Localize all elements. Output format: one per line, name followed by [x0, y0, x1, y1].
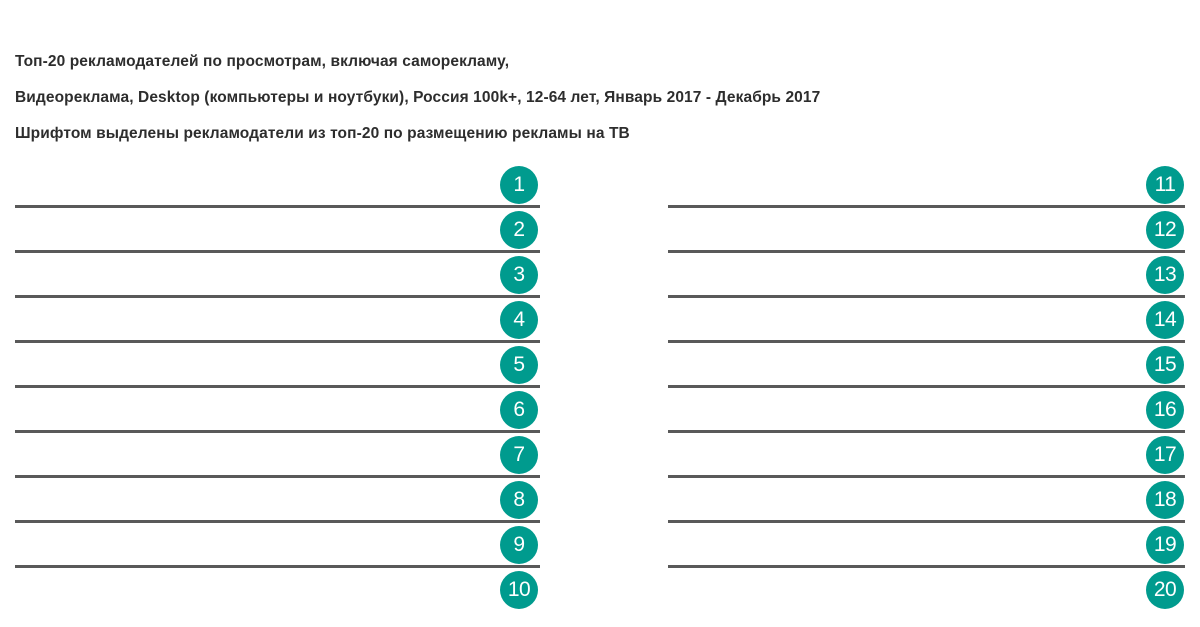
table-row[interactable]: 13 — [653, 250, 1200, 295]
table-row[interactable]: 16 — [653, 385, 1200, 430]
table-row[interactable]: 7 — [0, 430, 555, 475]
ranking-column-left: 1 2 3 4 5 6 7 — [0, 160, 555, 627]
table-row[interactable]: 14 — [653, 295, 1200, 340]
row-separator — [668, 475, 1185, 478]
rank-badge: 7 — [500, 436, 538, 474]
row-separator — [668, 205, 1185, 208]
row-separator — [668, 385, 1185, 388]
table-row[interactable]: 3 — [0, 250, 555, 295]
rank-badge: 6 — [500, 391, 538, 429]
row-separator — [15, 475, 540, 478]
ranking-column-right: 11 12 13 14 15 16 — [653, 160, 1200, 627]
rank-badge: 16 — [1146, 391, 1184, 429]
table-row[interactable]: 12 — [653, 205, 1200, 250]
table-row[interactable]: 6 — [0, 385, 555, 430]
rank-badge: 2 — [500, 211, 538, 249]
advertiser-name — [668, 388, 1130, 430]
table-row[interactable]: 19 — [653, 520, 1200, 565]
advertiser-name — [668, 343, 1130, 385]
table-row[interactable]: 10 — [0, 565, 555, 610]
advertiser-name — [15, 253, 485, 295]
rank-badge: 11 — [1146, 166, 1184, 204]
advertiser-name — [15, 343, 485, 385]
rank-badge: 1 — [500, 166, 538, 204]
table-row[interactable]: 2 — [0, 205, 555, 250]
row-separator — [15, 250, 540, 253]
row-separator — [668, 565, 1185, 568]
row-separator — [668, 250, 1185, 253]
advertiser-name — [668, 433, 1130, 475]
table-row[interactable]: 5 — [0, 340, 555, 385]
rank-badge: 10 — [500, 571, 538, 609]
row-separator — [15, 340, 540, 343]
table-row[interactable]: 11 — [653, 160, 1200, 205]
table-row[interactable]: 18 — [653, 475, 1200, 520]
advertiser-name — [668, 568, 1130, 610]
advertiser-name — [15, 433, 485, 475]
table-row[interactable]: 8 — [0, 475, 555, 520]
advertiser-name — [15, 208, 485, 250]
chart-note-line-3: Шрифтом выделены рекламодатели из топ-20… — [15, 125, 630, 142]
advertiser-name — [668, 253, 1130, 295]
advertiser-name — [668, 523, 1130, 565]
rank-badge: 18 — [1146, 481, 1184, 519]
table-row[interactable]: 1 — [0, 160, 555, 205]
row-separator — [15, 520, 540, 523]
row-separator — [15, 430, 540, 433]
row-separator — [15, 295, 540, 298]
row-separator — [15, 205, 540, 208]
table-row[interactable]: 20 — [653, 565, 1200, 610]
row-separator — [15, 385, 540, 388]
rank-badge: 14 — [1146, 301, 1184, 339]
rank-badge: 8 — [500, 481, 538, 519]
rank-badge: 13 — [1146, 256, 1184, 294]
table-row[interactable]: 4 — [0, 295, 555, 340]
rank-badge: 17 — [1146, 436, 1184, 474]
chart-title-line-1: Топ-20 рекламодателей по просмотрам, вкл… — [15, 53, 510, 70]
row-separator — [668, 430, 1185, 433]
rank-badge: 15 — [1146, 346, 1184, 384]
chart-subtitle-line-2: Видеореклама, Desktop (компьютеры и ноут… — [15, 89, 821, 106]
rank-badge: 3 — [500, 256, 538, 294]
advertiser-name — [15, 568, 485, 610]
row-separator — [668, 340, 1185, 343]
advertiser-name — [15, 523, 485, 565]
rank-badge: 19 — [1146, 526, 1184, 564]
advertiser-name — [668, 163, 1130, 205]
advertiser-name — [668, 478, 1130, 520]
table-row[interactable]: 9 — [0, 520, 555, 565]
table-row[interactable]: 15 — [653, 340, 1200, 385]
advertiser-name — [668, 298, 1130, 340]
row-separator — [668, 520, 1185, 523]
advertiser-name — [15, 478, 485, 520]
row-separator — [15, 565, 540, 568]
row-separator — [668, 295, 1185, 298]
rank-badge: 4 — [500, 301, 538, 339]
rank-badge: 5 — [500, 346, 538, 384]
rank-badge: 9 — [500, 526, 538, 564]
chart-header: Топ-20 рекламодателей по просмотрам, вкл… — [15, 44, 1185, 152]
advertiser-name — [15, 298, 485, 340]
rank-badge: 20 — [1146, 571, 1184, 609]
advertiser-name — [15, 388, 485, 430]
ranking-area: 1 2 3 4 5 6 7 — [0, 160, 1200, 627]
advertiser-name — [668, 208, 1130, 250]
advertiser-name — [15, 163, 485, 205]
table-row[interactable]: 17 — [653, 430, 1200, 475]
rank-badge: 12 — [1146, 211, 1184, 249]
